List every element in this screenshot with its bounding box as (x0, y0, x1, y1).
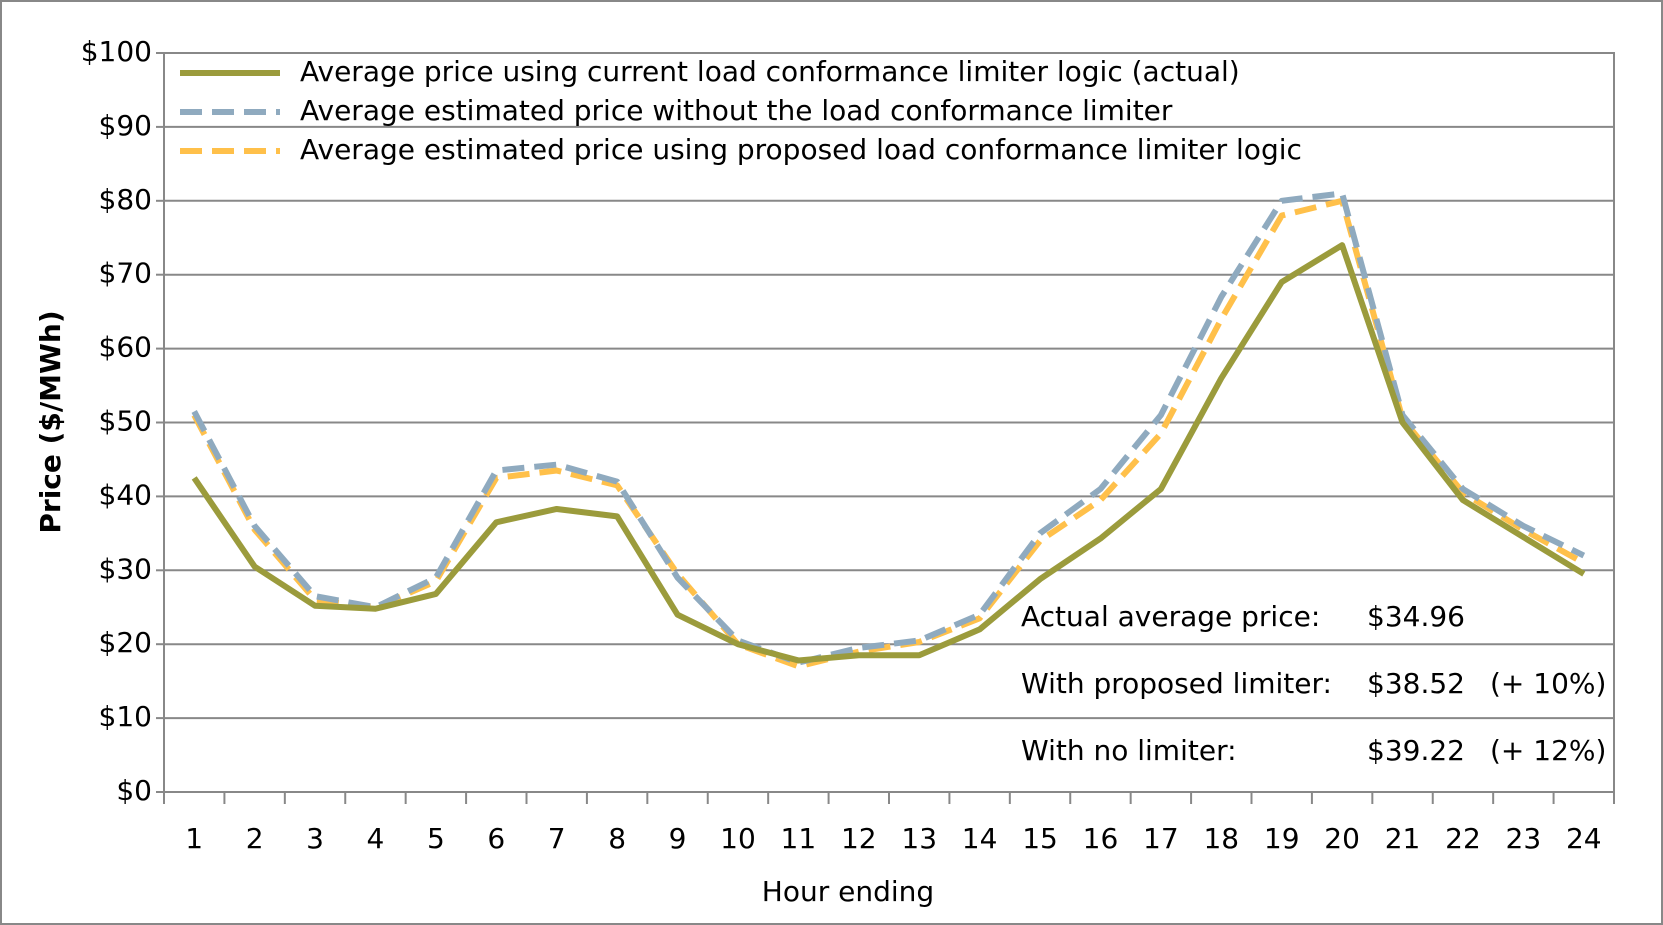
x-tick-label: 18 (1203, 822, 1239, 855)
x-tick-label: 4 (367, 822, 385, 855)
x-tick-label: 19 (1264, 822, 1300, 855)
series-line (191, 242, 1586, 664)
x-tick-label: 20 (1324, 822, 1360, 855)
x-tick-label: 2 (246, 822, 264, 855)
x-tick-label: 7 (548, 822, 566, 855)
annotation: (+ 10%) (1490, 667, 1606, 700)
x-tick-label: 8 (608, 822, 626, 855)
x-tick-label: 15 (1022, 822, 1058, 855)
y-tick-label: $90 (99, 109, 152, 142)
annotation: (+ 12%) (1490, 734, 1606, 767)
x-tick-label: 3 (306, 822, 324, 855)
y-tick-label: $80 (99, 183, 152, 216)
legend-label: Average price using current load conform… (300, 55, 1240, 88)
x-tick-label: 1 (185, 822, 203, 855)
annotation: $39.22 (1367, 734, 1465, 767)
x-tick-label: 13 (901, 822, 937, 855)
x-tick-label: 12 (841, 822, 877, 855)
y-tick-label: $20 (99, 626, 152, 659)
x-tick-label: 21 (1385, 822, 1421, 855)
x-tick-label: 5 (427, 822, 445, 855)
y-tick-label: $40 (99, 478, 152, 511)
y-tick-label: $70 (99, 257, 152, 290)
series-line (191, 190, 1586, 666)
x-tick-label: 23 (1506, 822, 1542, 855)
x-axis-label: Hour ending (762, 875, 934, 908)
x-tick-label: 16 (1083, 822, 1119, 855)
y-tick-label: $30 (99, 552, 152, 585)
y-tick-label: $100 (81, 35, 152, 68)
x-tick-label: 10 (720, 822, 756, 855)
annotation: With proposed limiter: (1021, 667, 1332, 700)
x-tick-label: 6 (487, 822, 505, 855)
annotation: Actual average price: (1021, 600, 1320, 633)
y-axis-label: Price ($/MWh) (34, 310, 67, 533)
x-tick-label: 22 (1445, 822, 1481, 855)
y-tick-label: $0 (116, 774, 152, 807)
x-tick-label: 14 (962, 822, 998, 855)
y-tick-label: $60 (99, 331, 152, 364)
y-tick-label: $50 (99, 405, 152, 438)
legend-label: Average estimated price using proposed l… (300, 133, 1302, 166)
legend-label: Average estimated price without the load… (300, 94, 1173, 127)
annotation: With no limiter: (1021, 734, 1237, 767)
x-tick-label: 17 (1143, 822, 1179, 855)
x-tick-label: 24 (1566, 822, 1602, 855)
annotation: $38.52 (1367, 667, 1465, 700)
annotation: $34.96 (1367, 600, 1465, 633)
y-tick-label: $10 (99, 700, 152, 733)
x-tick-label: 9 (669, 822, 687, 855)
x-tick-label: 11 (781, 822, 817, 855)
